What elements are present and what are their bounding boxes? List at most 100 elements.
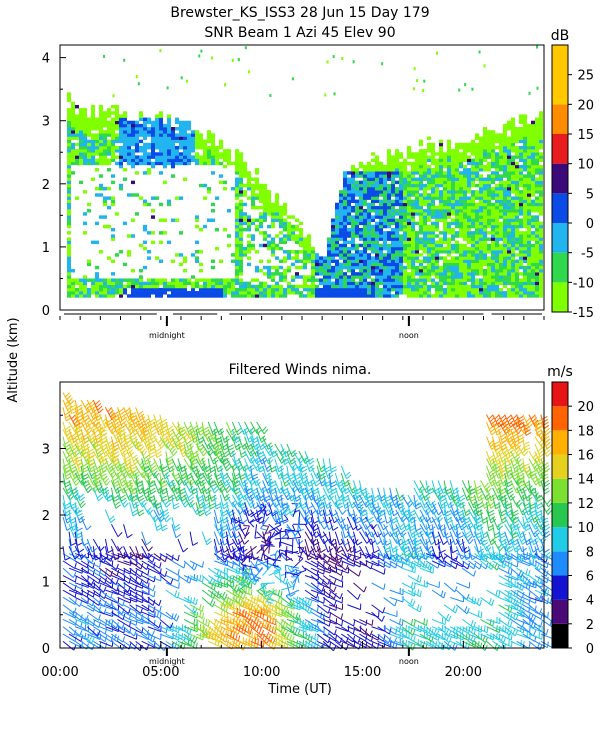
snr-cell (515, 161, 519, 166)
snr-cell (95, 265, 99, 270)
snr-cell (139, 133, 143, 137)
snr-cell (103, 215, 107, 219)
wind-barb-staff (80, 575, 92, 586)
snr-cell (287, 224, 291, 229)
snr-cell (355, 183, 359, 188)
snr-cell (163, 123, 167, 128)
snr-cell (351, 287, 355, 292)
wind-barb (86, 538, 98, 553)
snr-cell (487, 218, 491, 222)
wind-barb (86, 560, 102, 568)
snr-cell (191, 130, 195, 134)
snr-cell (479, 158, 483, 163)
snr-cell (431, 158, 435, 163)
snr-cell (391, 164, 395, 169)
snr-cell (259, 284, 263, 289)
snr-cell (407, 186, 411, 191)
wind-barb-flag (97, 405, 103, 411)
snr-cell (511, 139, 515, 144)
wind-barb-flag (115, 416, 121, 422)
snr-cell (323, 272, 327, 276)
snr-cell (507, 190, 511, 194)
snr-cell (523, 268, 527, 273)
snr-cell (531, 265, 535, 270)
snr-cell (523, 168, 527, 172)
snr-cell (315, 291, 319, 295)
snr-cell (487, 278, 491, 282)
snr-cell (231, 294, 235, 298)
snr-cell (431, 202, 435, 207)
wind-barb (62, 502, 72, 517)
snr-cell (443, 155, 447, 159)
snr-cell (143, 246, 147, 251)
snr-cell (71, 161, 75, 166)
snr-cell (411, 253, 415, 257)
snr-cell (127, 130, 131, 134)
snr-cell (527, 183, 531, 188)
snr-cell (535, 246, 539, 251)
snr-cell (267, 199, 271, 204)
snr-cell (151, 287, 155, 292)
snr-colorbar-segment (552, 104, 568, 134)
snr-cell (447, 287, 451, 292)
wind-barb-staff (110, 421, 119, 435)
snr-cell (191, 291, 195, 295)
snr-cell (219, 174, 223, 178)
snr-cell (163, 161, 167, 166)
snr-cell (475, 168, 479, 172)
snr-cell (478, 50, 481, 54)
wind-barb-flag (70, 469, 77, 473)
snr-cell (483, 246, 487, 251)
snr-cell (323, 262, 327, 267)
snr-cell (279, 231, 283, 235)
snr-cell (131, 120, 135, 125)
snr-cell (83, 155, 87, 159)
snr-cell (187, 294, 191, 298)
snr-cell (171, 145, 175, 150)
snr-cell (511, 171, 515, 175)
snr-cell (523, 149, 527, 153)
wind-barb-staff (98, 436, 104, 451)
wind-barb (62, 589, 77, 598)
snr-cell (535, 177, 539, 181)
snr-cell (415, 259, 419, 263)
snr-cell (239, 183, 243, 188)
snr-cell (267, 272, 271, 276)
wind-barb-staff (74, 472, 83, 486)
snr-cell (271, 265, 275, 270)
snr-cell (487, 183, 491, 188)
snr-cell (431, 171, 435, 175)
snr-cell (403, 253, 407, 257)
snr-cell (239, 281, 243, 286)
snr-cell (435, 262, 439, 267)
snr-cell (183, 123, 187, 128)
snr-cell (519, 262, 523, 267)
snr-cell (175, 196, 179, 200)
snr-cell (519, 196, 523, 200)
snr-cell (427, 193, 431, 197)
snr-cell (343, 291, 347, 295)
wind-barb-staff (62, 546, 66, 561)
snr-cell (455, 142, 459, 147)
snr-cell (151, 149, 155, 153)
snr-cell (351, 262, 355, 267)
snr-cell (107, 145, 111, 150)
snr-cell (179, 120, 183, 125)
wind-barb-flag (79, 423, 85, 429)
wind-barb-flag (65, 392, 70, 398)
snr-cell (103, 196, 107, 200)
snr-cell (91, 158, 95, 163)
snr-cell (527, 231, 531, 235)
snr-cell (527, 136, 531, 140)
snr-cell (515, 190, 519, 194)
snr-cell (267, 202, 271, 207)
snr-cell (443, 199, 447, 204)
snr-cell (511, 281, 515, 286)
snr-cell (223, 149, 227, 153)
wind-barb-flag (120, 431, 127, 436)
snr-cell (179, 278, 183, 282)
snr-cell (523, 145, 527, 150)
snr-cell (135, 284, 139, 289)
snr-cell (295, 227, 299, 232)
wind-barb-flag (122, 499, 128, 505)
